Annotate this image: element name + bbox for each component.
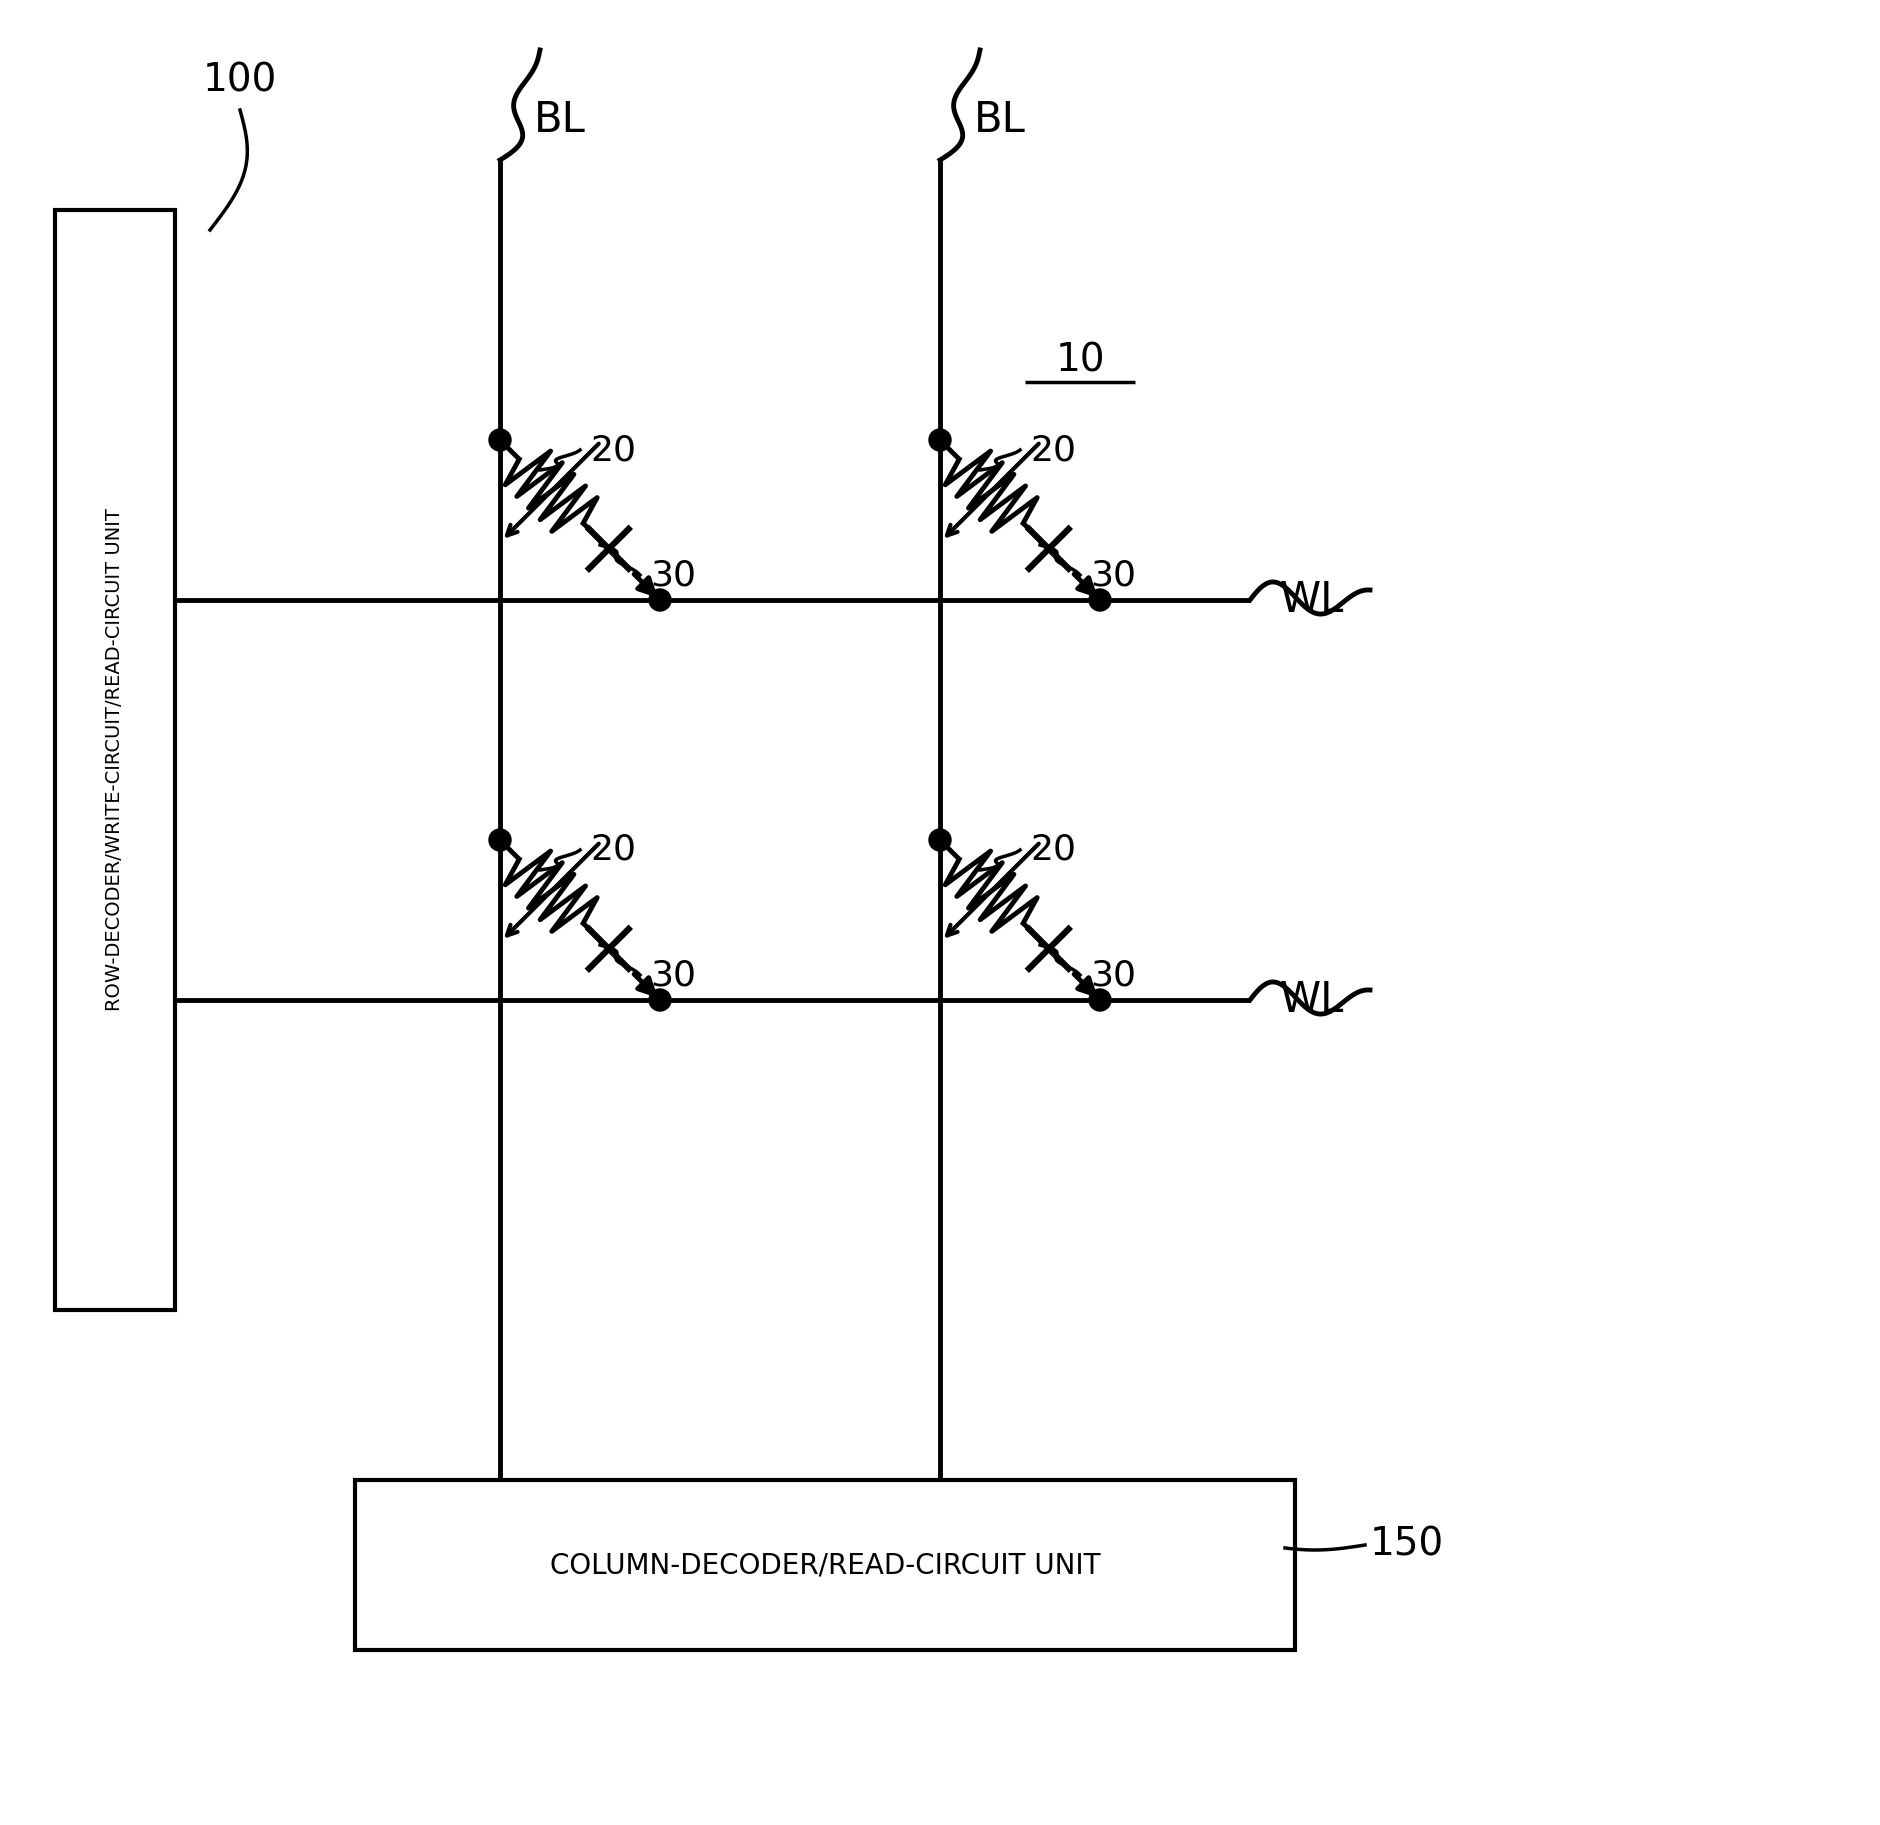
Circle shape	[929, 829, 951, 850]
Text: 20: 20	[590, 433, 635, 467]
Text: 20: 20	[1030, 433, 1075, 467]
Circle shape	[1089, 589, 1111, 611]
Circle shape	[1089, 989, 1111, 1011]
Text: 20: 20	[590, 832, 635, 867]
Text: 100: 100	[203, 60, 276, 99]
Bar	[355, 1480, 1293, 1650]
Text: WL: WL	[1278, 579, 1344, 620]
Text: 150: 150	[1369, 1526, 1444, 1564]
Text: COLUMN-DECODER/READ-CIRCUIT UNIT: COLUMN-DECODER/READ-CIRCUIT UNIT	[549, 1551, 1100, 1579]
Bar	[55, 210, 175, 1310]
Text: BL: BL	[974, 99, 1025, 141]
Text: 10: 10	[1055, 341, 1104, 380]
Text: BL: BL	[534, 99, 587, 141]
Text: 30: 30	[650, 558, 696, 591]
Circle shape	[649, 589, 671, 611]
Circle shape	[929, 429, 951, 451]
Text: 30: 30	[1089, 958, 1136, 993]
Text: 30: 30	[1089, 558, 1136, 591]
Text: 20: 20	[1030, 832, 1075, 867]
Text: 30: 30	[650, 958, 696, 993]
Circle shape	[649, 989, 671, 1011]
Circle shape	[489, 829, 511, 850]
Circle shape	[489, 429, 511, 451]
Text: ROW-DECODER/WRITE-CIRCUIT/READ-CIRCUIT UNIT: ROW-DECODER/WRITE-CIRCUIT/READ-CIRCUIT U…	[105, 509, 124, 1011]
Text: WL: WL	[1278, 978, 1344, 1020]
